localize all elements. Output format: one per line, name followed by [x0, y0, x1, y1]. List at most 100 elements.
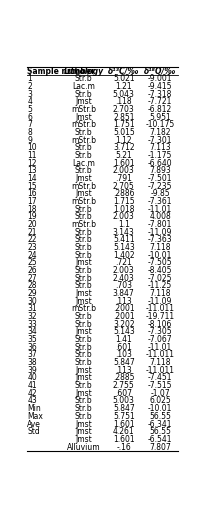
Text: -7.301: -7.301 — [148, 135, 172, 145]
Text: Str.b: Str.b — [75, 251, 92, 260]
Text: .103: .103 — [115, 351, 132, 359]
Text: mStr.b: mStr.b — [71, 197, 96, 206]
Text: Lithology: Lithology — [63, 66, 104, 76]
Text: 5.411: 5.411 — [113, 236, 135, 244]
Text: -7.305: -7.305 — [148, 328, 173, 336]
Text: -7.801: -7.801 — [148, 220, 172, 229]
Text: 2.003: 2.003 — [113, 213, 135, 221]
Text: -7.235: -7.235 — [148, 181, 172, 191]
Text: Jmst: Jmst — [75, 389, 92, 398]
Text: 7.182: 7.182 — [149, 128, 171, 137]
Text: -11.011: -11.011 — [146, 366, 175, 375]
Text: 16: 16 — [27, 189, 37, 198]
Text: 5.951: 5.951 — [149, 112, 171, 122]
Text: Jmst: Jmst — [75, 427, 92, 436]
Text: 14: 14 — [27, 174, 37, 183]
Text: .113: .113 — [115, 366, 132, 375]
Text: 19: 19 — [27, 213, 37, 221]
Text: -7.515: -7.515 — [148, 381, 172, 390]
Text: 37: 37 — [27, 351, 37, 359]
Text: 13: 13 — [27, 166, 37, 175]
Text: -19.711: -19.711 — [146, 312, 175, 321]
Text: mStr.b: mStr.b — [71, 135, 96, 145]
Text: Jmst: Jmst — [75, 289, 92, 298]
Text: 5.015: 5.015 — [113, 128, 135, 137]
Text: Str.b: Str.b — [75, 266, 92, 275]
Text: 1.12: 1.12 — [115, 135, 132, 145]
Text: -7.721: -7.721 — [148, 97, 172, 106]
Text: 21: 21 — [27, 228, 37, 237]
Text: 2.703: 2.703 — [113, 105, 135, 114]
Text: Jmst: Jmst — [75, 374, 92, 382]
Text: .601: .601 — [115, 343, 132, 352]
Text: Str.b: Str.b — [75, 205, 92, 214]
Text: -6.541: -6.541 — [148, 435, 172, 444]
Text: .2885: .2885 — [113, 374, 135, 382]
Text: 28: 28 — [27, 282, 37, 290]
Text: 25: 25 — [27, 259, 37, 267]
Text: Str.b: Str.b — [75, 397, 92, 406]
Text: 5.143: 5.143 — [113, 243, 135, 252]
Text: 15: 15 — [27, 181, 37, 191]
Text: -7.361: -7.361 — [148, 197, 172, 206]
Text: Str.b: Str.b — [75, 166, 92, 175]
Text: 2.755: 2.755 — [113, 381, 135, 390]
Text: -9.001: -9.001 — [148, 74, 172, 83]
Text: -6.812: -6.812 — [148, 105, 172, 114]
Text: 5: 5 — [27, 105, 32, 114]
Text: 3: 3 — [27, 89, 32, 99]
Text: Lac.m: Lac.m — [72, 82, 95, 91]
Text: mStr.b: mStr.b — [71, 220, 96, 229]
Text: -7.318: -7.318 — [148, 89, 172, 99]
Text: 4.261: 4.261 — [113, 427, 135, 436]
Text: 6.025: 6.025 — [149, 397, 171, 406]
Text: mStr.b: mStr.b — [71, 120, 96, 129]
Text: 41: 41 — [27, 381, 37, 390]
Text: 2.003: 2.003 — [113, 166, 135, 175]
Text: 7.118: 7.118 — [149, 243, 171, 252]
Text: 24: 24 — [27, 251, 37, 260]
Text: Str.b: Str.b — [75, 404, 92, 413]
Text: Str.b: Str.b — [75, 320, 92, 329]
Text: 56.55: 56.55 — [149, 412, 171, 421]
Text: Str.b: Str.b — [75, 282, 92, 290]
Text: 11: 11 — [27, 151, 37, 160]
Text: -1.07: -1.07 — [150, 389, 170, 398]
Text: 10: 10 — [27, 143, 37, 152]
Text: 7: 7 — [27, 120, 32, 129]
Text: 9: 9 — [27, 135, 32, 145]
Text: 3.143: 3.143 — [113, 228, 135, 237]
Text: 30: 30 — [27, 297, 37, 306]
Text: 22: 22 — [27, 236, 37, 244]
Text: 5.847: 5.847 — [113, 358, 135, 367]
Text: 23: 23 — [27, 243, 37, 252]
Text: -11.011: -11.011 — [146, 351, 175, 359]
Text: -11.01: -11.01 — [148, 205, 172, 214]
Text: Str.b: Str.b — [75, 228, 92, 237]
Text: 31: 31 — [27, 305, 37, 313]
Text: δ¹³C/‰: δ¹³C/‰ — [108, 66, 140, 76]
Text: -10.175: -10.175 — [146, 120, 175, 129]
Text: 7.118: 7.118 — [149, 289, 171, 298]
Text: Jmst: Jmst — [75, 435, 92, 444]
Text: Str.b: Str.b — [75, 236, 92, 244]
Text: -11.09: -11.09 — [148, 228, 172, 237]
Text: 32: 32 — [27, 312, 37, 321]
Text: Str.b: Str.b — [75, 381, 92, 390]
Text: -7.451: -7.451 — [148, 374, 172, 382]
Text: .607: .607 — [115, 389, 132, 398]
Text: 5.21: 5.21 — [115, 151, 132, 160]
Text: 5.021: 5.021 — [113, 74, 135, 83]
Text: Str.b: Str.b — [75, 274, 92, 283]
Text: 38: 38 — [27, 358, 37, 367]
Text: 1.21: 1.21 — [115, 82, 132, 91]
Text: 20: 20 — [27, 220, 37, 229]
Text: 29: 29 — [27, 289, 37, 298]
Text: -10.01: -10.01 — [148, 251, 172, 260]
Text: 5.847: 5.847 — [113, 404, 135, 413]
Text: Str.b: Str.b — [75, 128, 92, 137]
Text: -11.09: -11.09 — [148, 297, 172, 306]
Text: mStr.b: mStr.b — [71, 305, 96, 313]
Text: Str.b: Str.b — [75, 343, 92, 352]
Text: 56.55: 56.55 — [149, 427, 171, 436]
